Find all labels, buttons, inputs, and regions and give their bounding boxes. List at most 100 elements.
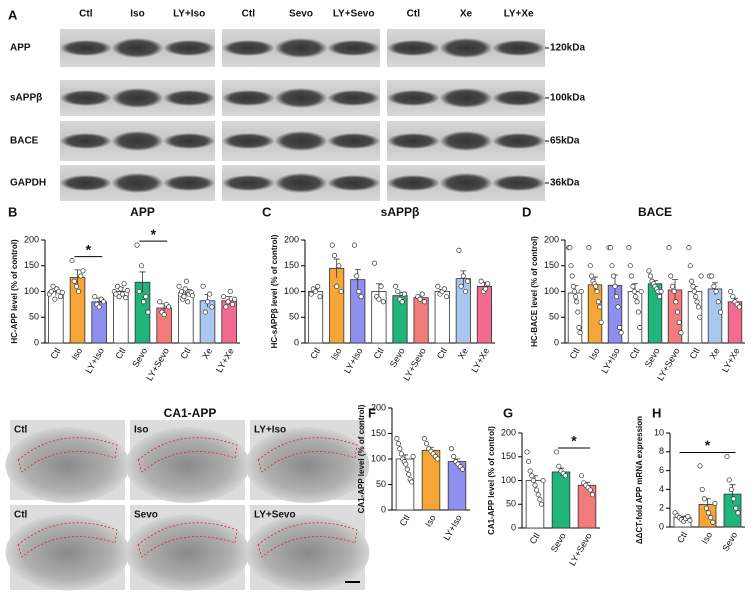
y-tick-label: 50 [289,312,299,322]
data-point [674,309,681,315]
data-point [618,330,624,336]
data-point [631,288,637,295]
data-point [138,263,144,269]
panel-letter: B [8,204,17,219]
error-bar [74,269,81,286]
bar [434,291,450,344]
blot-band [327,40,380,56]
bar [577,484,597,529]
data-point [712,500,718,507]
data-point [697,463,703,469]
chart-title: APP [130,205,155,219]
data-point [587,263,593,269]
data-point [562,473,568,479]
significance-label: * [151,226,157,242]
data-point [731,496,737,502]
significance-label: * [86,241,92,257]
data-point [96,304,102,310]
y-axis-label: CA1-APP level (% of control) [487,426,496,535]
data-point [371,260,378,266]
x-tick-label: Ctl [675,530,689,545]
chart-title: sAPPβ [381,205,420,219]
y-tick-label: 150 [284,260,299,270]
row-label: sAPPβ [10,93,42,104]
data-point [331,252,338,259]
y-tick-label: 150 [544,260,559,270]
data-point [613,294,620,300]
data-point [634,299,640,305]
lane-label: Sevo [289,9,313,20]
x-tick-label: Iso [70,346,85,361]
x-tick-label: Xe [200,346,214,361]
data-point [676,319,682,325]
micrograph-label: Ctl [14,510,28,521]
data-point [78,273,84,279]
data-point [441,286,447,292]
x-tick-label: LY+Xe [469,346,491,374]
blot-band [439,173,493,193]
blot-band [387,90,440,106]
blot-band [274,88,328,108]
blot-band [439,88,493,108]
data-point [80,268,86,274]
significance-label: * [571,433,577,449]
ca1-outline [17,522,118,558]
data-point [708,515,714,521]
blot-band [274,173,328,193]
tissue [125,427,250,503]
data-point [223,304,229,310]
data-point [724,453,730,460]
y-tick-label: 100 [501,475,516,485]
size-label: 36kDa [550,178,580,189]
y-tick-label: 8 [659,446,664,456]
data-point [229,301,236,307]
data-point [435,283,441,289]
blot-band [163,40,216,56]
data-point [380,299,386,305]
data-point [76,288,82,295]
data-point [666,245,672,251]
x-tick-label: Iso [329,346,344,361]
micrograph-label: LY+Sevo [254,510,296,521]
data-point [537,496,543,503]
bar [413,297,429,344]
data-point [395,441,401,447]
y-tick-label: 100 [371,453,386,463]
bar [307,291,324,344]
y-tick-label: 200 [544,234,559,244]
micrograph-label: LY+Iso [254,425,286,436]
x-tick-label: Sevo [388,346,407,369]
data-point [419,291,425,297]
data-point [421,299,427,305]
y-axis-label: HC-APP level (% of control) [10,239,19,344]
row-label: GAPDH [10,178,46,189]
size-label: 100kDa [550,93,585,104]
data-point [669,283,676,289]
blot-band [492,90,545,106]
data-point [589,492,596,498]
x-tick-label: Ctl [308,346,322,361]
y-tick-label: 100 [24,286,39,296]
blot-band [60,133,112,149]
data-point [399,299,405,305]
data-point [540,477,546,484]
x-tick-label: Ctl [398,513,412,528]
data-point [593,283,599,289]
data-point [713,288,719,295]
bar [587,284,603,344]
micrograph-label: Iso [134,425,148,436]
y-tick-label: 50 [506,499,516,509]
data-point [465,278,471,284]
data-point [393,283,399,289]
data-point [570,283,576,289]
blot-band [327,133,380,149]
micrograph-label: Ctl [14,425,28,436]
y-axis-label: HC-BACE level (% of control) [530,236,539,347]
y-axis-label: HC-sAPPβ level (% of control) [270,234,279,348]
data-point [458,283,464,289]
data-point [715,299,721,305]
y-tick-label: 0 [659,521,664,531]
lane-label: LY+Sevo [333,9,375,20]
data-point [448,446,455,452]
data-point [687,263,693,269]
